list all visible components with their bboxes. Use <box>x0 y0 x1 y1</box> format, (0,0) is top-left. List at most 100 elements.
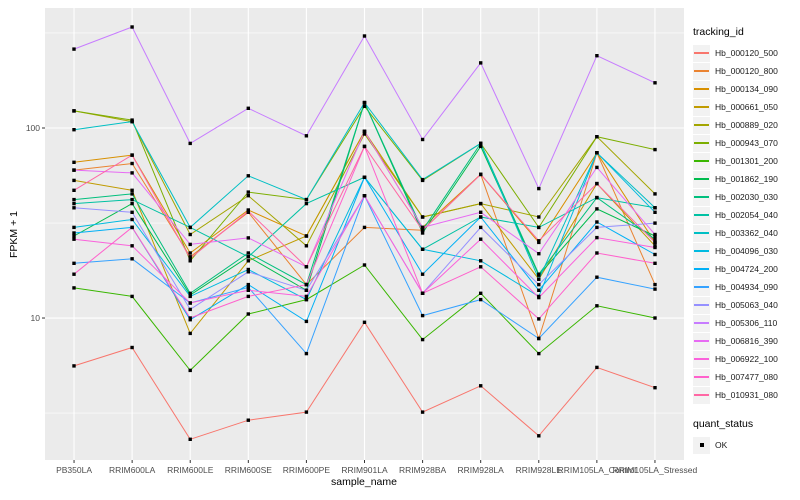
data-point-marker <box>479 144 483 149</box>
data-point-marker <box>72 109 76 113</box>
data-point-marker <box>537 272 541 276</box>
data-point-marker <box>362 104 367 108</box>
legend-item: Hb_007477_080 <box>693 368 798 386</box>
data-point-marker <box>188 318 192 322</box>
legend-key-line-icon <box>694 286 709 288</box>
data-point-marker <box>246 236 250 240</box>
quant-legend-items: OK <box>693 436 798 454</box>
data-point-marker <box>653 252 657 257</box>
data-point-marker <box>130 257 134 261</box>
legend-key <box>693 170 710 188</box>
data-point-marker <box>420 231 425 235</box>
quant-legend-title: quant_status <box>693 418 754 430</box>
data-point-marker <box>653 237 657 241</box>
data-point-marker <box>479 259 483 263</box>
data-point-marker <box>246 190 250 194</box>
legend-item: Hb_000120_500 <box>693 44 798 62</box>
data-point-marker <box>420 225 425 230</box>
square-marker-icon <box>699 443 704 447</box>
legend-item-label: Hb_010931_080 <box>715 390 778 400</box>
data-point-marker <box>130 217 134 222</box>
data-point-marker <box>595 181 599 186</box>
data-point-marker <box>595 304 599 308</box>
data-point-marker <box>653 287 657 291</box>
x-tick-label: RRIM928LE <box>515 465 562 475</box>
data-point-marker <box>479 61 483 65</box>
data-point-marker <box>362 144 367 149</box>
data-point-marker <box>72 128 76 132</box>
x-tick-label: RRIM928BA <box>398 465 447 475</box>
data-point-marker <box>537 186 541 191</box>
data-point-marker <box>653 147 657 152</box>
legend-item: Hb_010931_080 <box>693 386 798 404</box>
data-point-marker <box>188 316 192 320</box>
legend-item: Hb_004724_200 <box>693 260 798 278</box>
legend-item-label: Hb_004096_030 <box>715 246 778 256</box>
data-point-marker <box>130 25 134 29</box>
data-point-marker <box>188 141 192 146</box>
legend-key-line-icon <box>694 106 709 108</box>
data-point-marker <box>595 195 599 200</box>
x-tick-label: RRIM600LE <box>167 465 214 475</box>
data-point-marker <box>188 331 192 336</box>
data-point-marker <box>130 244 134 248</box>
y-tick-label: 10 <box>30 313 40 324</box>
data-point-marker <box>188 242 192 247</box>
legend-key <box>693 188 710 206</box>
legend-item: Hb_000120_800 <box>693 62 798 80</box>
data-point-marker <box>246 251 250 255</box>
data-point-marker <box>595 151 599 155</box>
data-point-marker <box>72 168 76 172</box>
data-point-marker <box>304 265 309 269</box>
data-point-marker <box>188 294 192 299</box>
legend-key-line-icon <box>694 250 709 252</box>
legend-item: Hb_004096_030 <box>693 242 798 260</box>
data-point-marker <box>304 351 309 356</box>
legend-item-label: Hb_004934_090 <box>715 282 778 292</box>
data-point-marker <box>246 418 250 422</box>
data-point-marker <box>537 225 541 230</box>
data-point-marker <box>72 231 76 235</box>
data-point-marker <box>479 172 483 177</box>
data-point-marker <box>479 141 483 146</box>
data-point-marker <box>653 316 657 320</box>
data-point-marker <box>72 47 76 51</box>
data-point-marker <box>130 345 134 350</box>
data-point-marker <box>420 137 425 142</box>
legend-item-label: Hb_004724_200 <box>715 264 778 274</box>
data-point-marker <box>72 286 76 290</box>
data-point-marker <box>595 135 599 139</box>
data-point-marker <box>595 251 599 255</box>
data-point-marker <box>653 232 657 237</box>
data-point-marker <box>188 232 192 237</box>
legend-key <box>693 332 710 350</box>
data-point-marker <box>362 129 367 134</box>
data-point-marker <box>595 220 599 224</box>
legend-item-label: Hb_002030_030 <box>715 192 778 202</box>
data-point-marker <box>595 225 599 230</box>
legend-key <box>693 436 710 454</box>
legend-item: Hb_005306_110 <box>693 314 798 332</box>
data-point-marker <box>595 275 599 279</box>
x-tick-label: RRIM928LA <box>457 465 504 475</box>
data-point-marker <box>653 192 657 196</box>
data-point-marker <box>479 291 483 295</box>
data-point-marker <box>362 263 367 267</box>
data-point-marker <box>72 261 76 265</box>
legend-key <box>693 224 710 242</box>
data-point-marker <box>537 336 541 341</box>
legend-key <box>693 368 710 386</box>
data-point-marker <box>362 194 367 198</box>
legend-key-line-icon <box>694 340 709 342</box>
data-point-marker <box>595 365 599 370</box>
data-point-marker <box>188 437 192 441</box>
legend-key <box>693 350 710 368</box>
legend-key <box>693 314 710 332</box>
legend-item-label: Hb_005306_110 <box>715 318 778 328</box>
legend-item-label: Hb_006922_100 <box>715 354 778 364</box>
data-point-marker <box>537 277 541 281</box>
legend-key-line-icon <box>694 376 709 378</box>
data-point-marker <box>246 106 250 110</box>
data-point-marker <box>188 259 192 263</box>
